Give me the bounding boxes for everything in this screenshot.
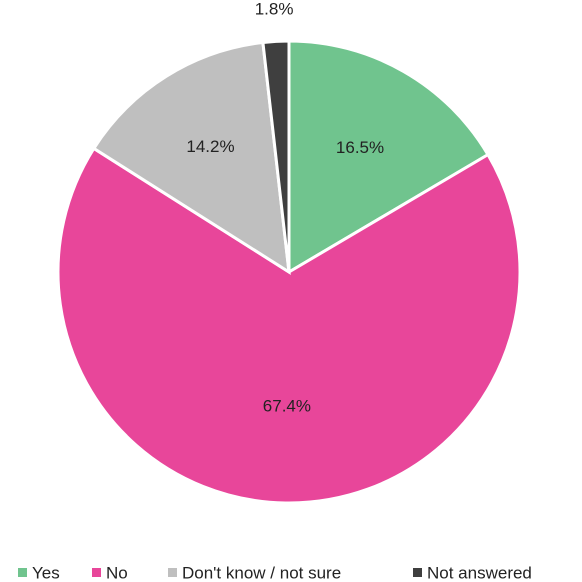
data-label: 16.5% [336, 138, 384, 157]
pie-slice-yes [287, 39, 491, 275]
data-label: 1.8% [255, 0, 294, 19]
pie-slice-not-answered [261, 39, 291, 273]
data-label: 67.4% [263, 396, 311, 415]
legend-swatch [168, 568, 177, 577]
legend-item: Not answered [413, 564, 532, 582]
legend-swatch [92, 568, 101, 577]
legend-swatch [413, 568, 422, 577]
legend-swatch [18, 568, 27, 577]
data-label: 14.2% [186, 137, 234, 156]
legend-item: No [92, 564, 128, 582]
pie-slices [56, 39, 522, 505]
legend-label: Not answered [427, 564, 532, 582]
legend-label: Yes [32, 564, 60, 582]
legend: Yes No Don't know / not sure Not answered [18, 564, 532, 582]
legend-item: Yes [18, 564, 60, 582]
pie-slice-don-t-know-not-sure [91, 40, 291, 275]
legend-label: Don't know / not sure [182, 564, 341, 582]
pie-slice-no [56, 146, 522, 505]
legend-item: Don't know / not sure [168, 564, 341, 582]
pie-data-labels: 16.5% 67.4% 14.2% 1.8% [186, 0, 384, 415]
legend-label: No [106, 564, 128, 582]
